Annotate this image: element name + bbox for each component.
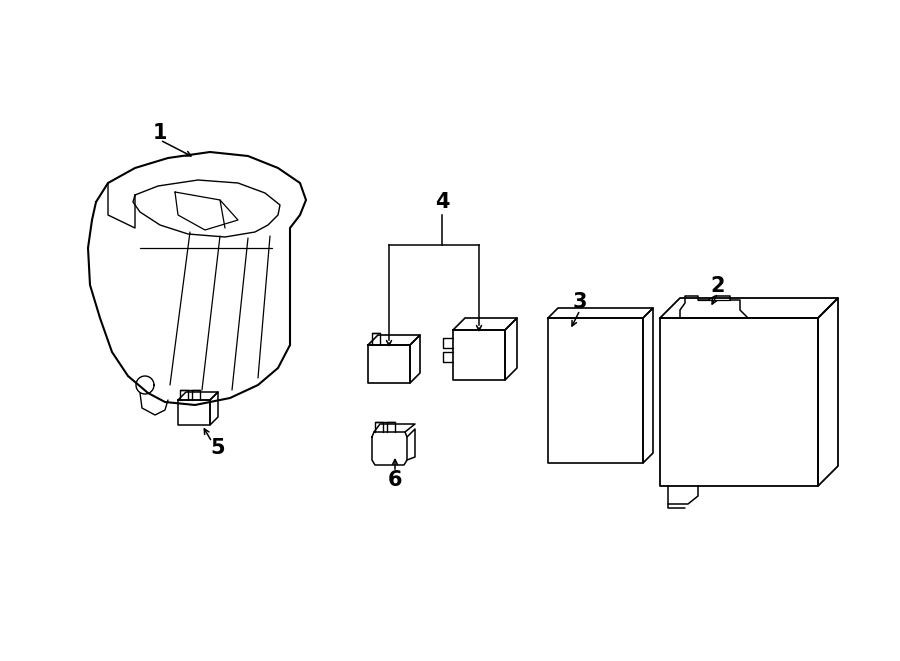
- Text: 2: 2: [711, 276, 725, 296]
- Text: 4: 4: [435, 192, 449, 212]
- Text: 3: 3: [572, 292, 587, 312]
- Text: 6: 6: [388, 470, 402, 490]
- Text: 5: 5: [211, 438, 225, 458]
- Text: 1: 1: [153, 123, 167, 143]
